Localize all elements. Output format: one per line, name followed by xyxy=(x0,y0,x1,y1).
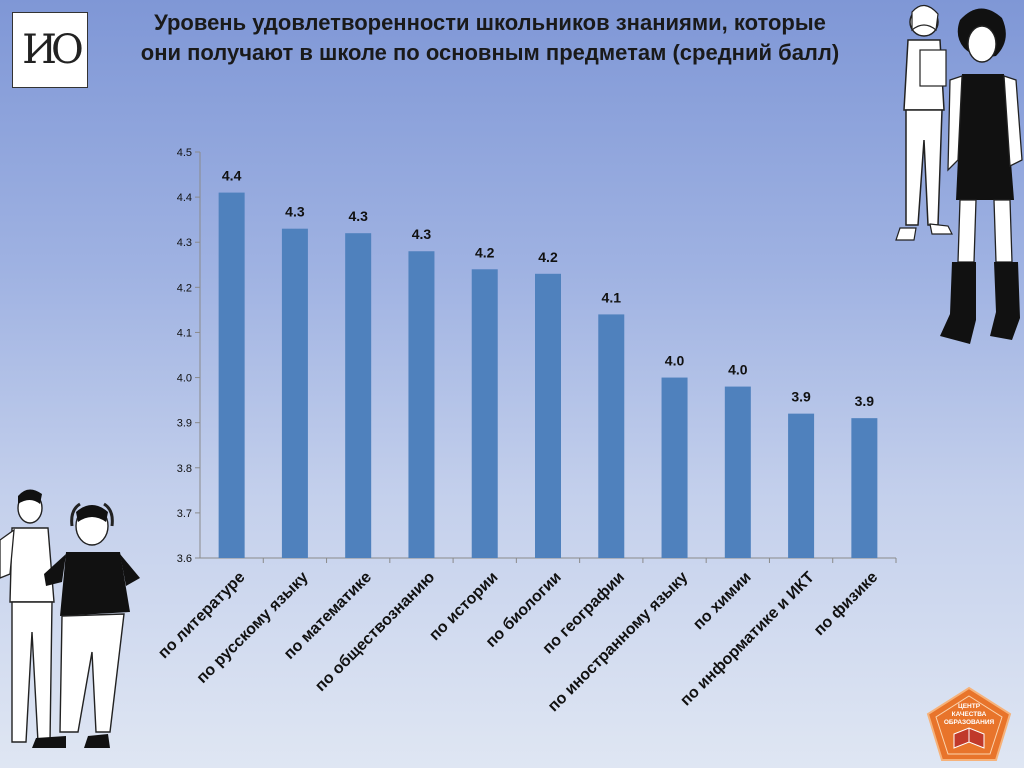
bar xyxy=(408,251,435,558)
y-tick-label: 4.0 xyxy=(177,373,192,385)
category-label: по физике xyxy=(811,569,881,639)
y-tick-label: 3.7 xyxy=(177,508,192,520)
data-label: 4.2 xyxy=(475,244,495,260)
y-tick-label: 4.4 xyxy=(177,192,192,204)
quality-logo-line-1: ЦЕНТР xyxy=(958,703,981,710)
bar xyxy=(788,413,815,558)
y-tick-label: 4.2 xyxy=(177,282,192,294)
y-tick-label: 4.3 xyxy=(177,237,192,249)
institute-logo-text: ИО xyxy=(22,27,84,73)
bar xyxy=(851,418,878,558)
data-label: 4.0 xyxy=(728,362,748,378)
data-label: 3.9 xyxy=(855,393,875,409)
chart-title: Уровень удовлетворенности школьников зна… xyxy=(140,10,840,65)
category-label: по обществознанию xyxy=(312,569,438,695)
data-label: 4.3 xyxy=(348,208,368,224)
category-label: по химии xyxy=(690,569,754,633)
data-label: 4.3 xyxy=(412,226,432,242)
data-label: 4.3 xyxy=(285,204,305,220)
students-boys-illustration xyxy=(0,489,140,748)
bar xyxy=(218,192,245,558)
data-label: 4.2 xyxy=(538,249,558,265)
data-label: 4.4 xyxy=(222,168,242,184)
quality-logo-line-3: ОБРАЗОВАНИЯ xyxy=(944,719,995,726)
bar xyxy=(598,314,625,558)
data-label: 4.0 xyxy=(665,353,685,369)
quality-logo-line-2: КАЧЕСТВА xyxy=(952,711,987,718)
y-tick-label: 3.9 xyxy=(177,418,192,430)
students-girls-illustration xyxy=(895,4,1023,344)
y-tick-label: 3.8 xyxy=(177,463,192,475)
bar xyxy=(345,233,372,558)
bar xyxy=(661,377,688,558)
category-label: по информатике и ИКТ xyxy=(677,569,818,710)
data-label: 3.9 xyxy=(791,389,811,405)
institute-logo: ИО xyxy=(12,12,88,88)
bar xyxy=(471,269,498,558)
quality-center-logo: ЦЕНТР КАЧЕСТВА ОБРАЗОВАНИЯ xyxy=(926,686,1012,761)
bar xyxy=(535,273,561,558)
category-label: по русскому языку xyxy=(194,569,312,687)
y-tick-label: 4.5 xyxy=(177,147,192,159)
y-tick-label: 3.6 xyxy=(177,553,192,565)
data-label: 4.1 xyxy=(602,289,622,305)
bar xyxy=(281,228,308,558)
bar xyxy=(724,386,751,558)
y-tick-label: 4.1 xyxy=(177,327,192,339)
